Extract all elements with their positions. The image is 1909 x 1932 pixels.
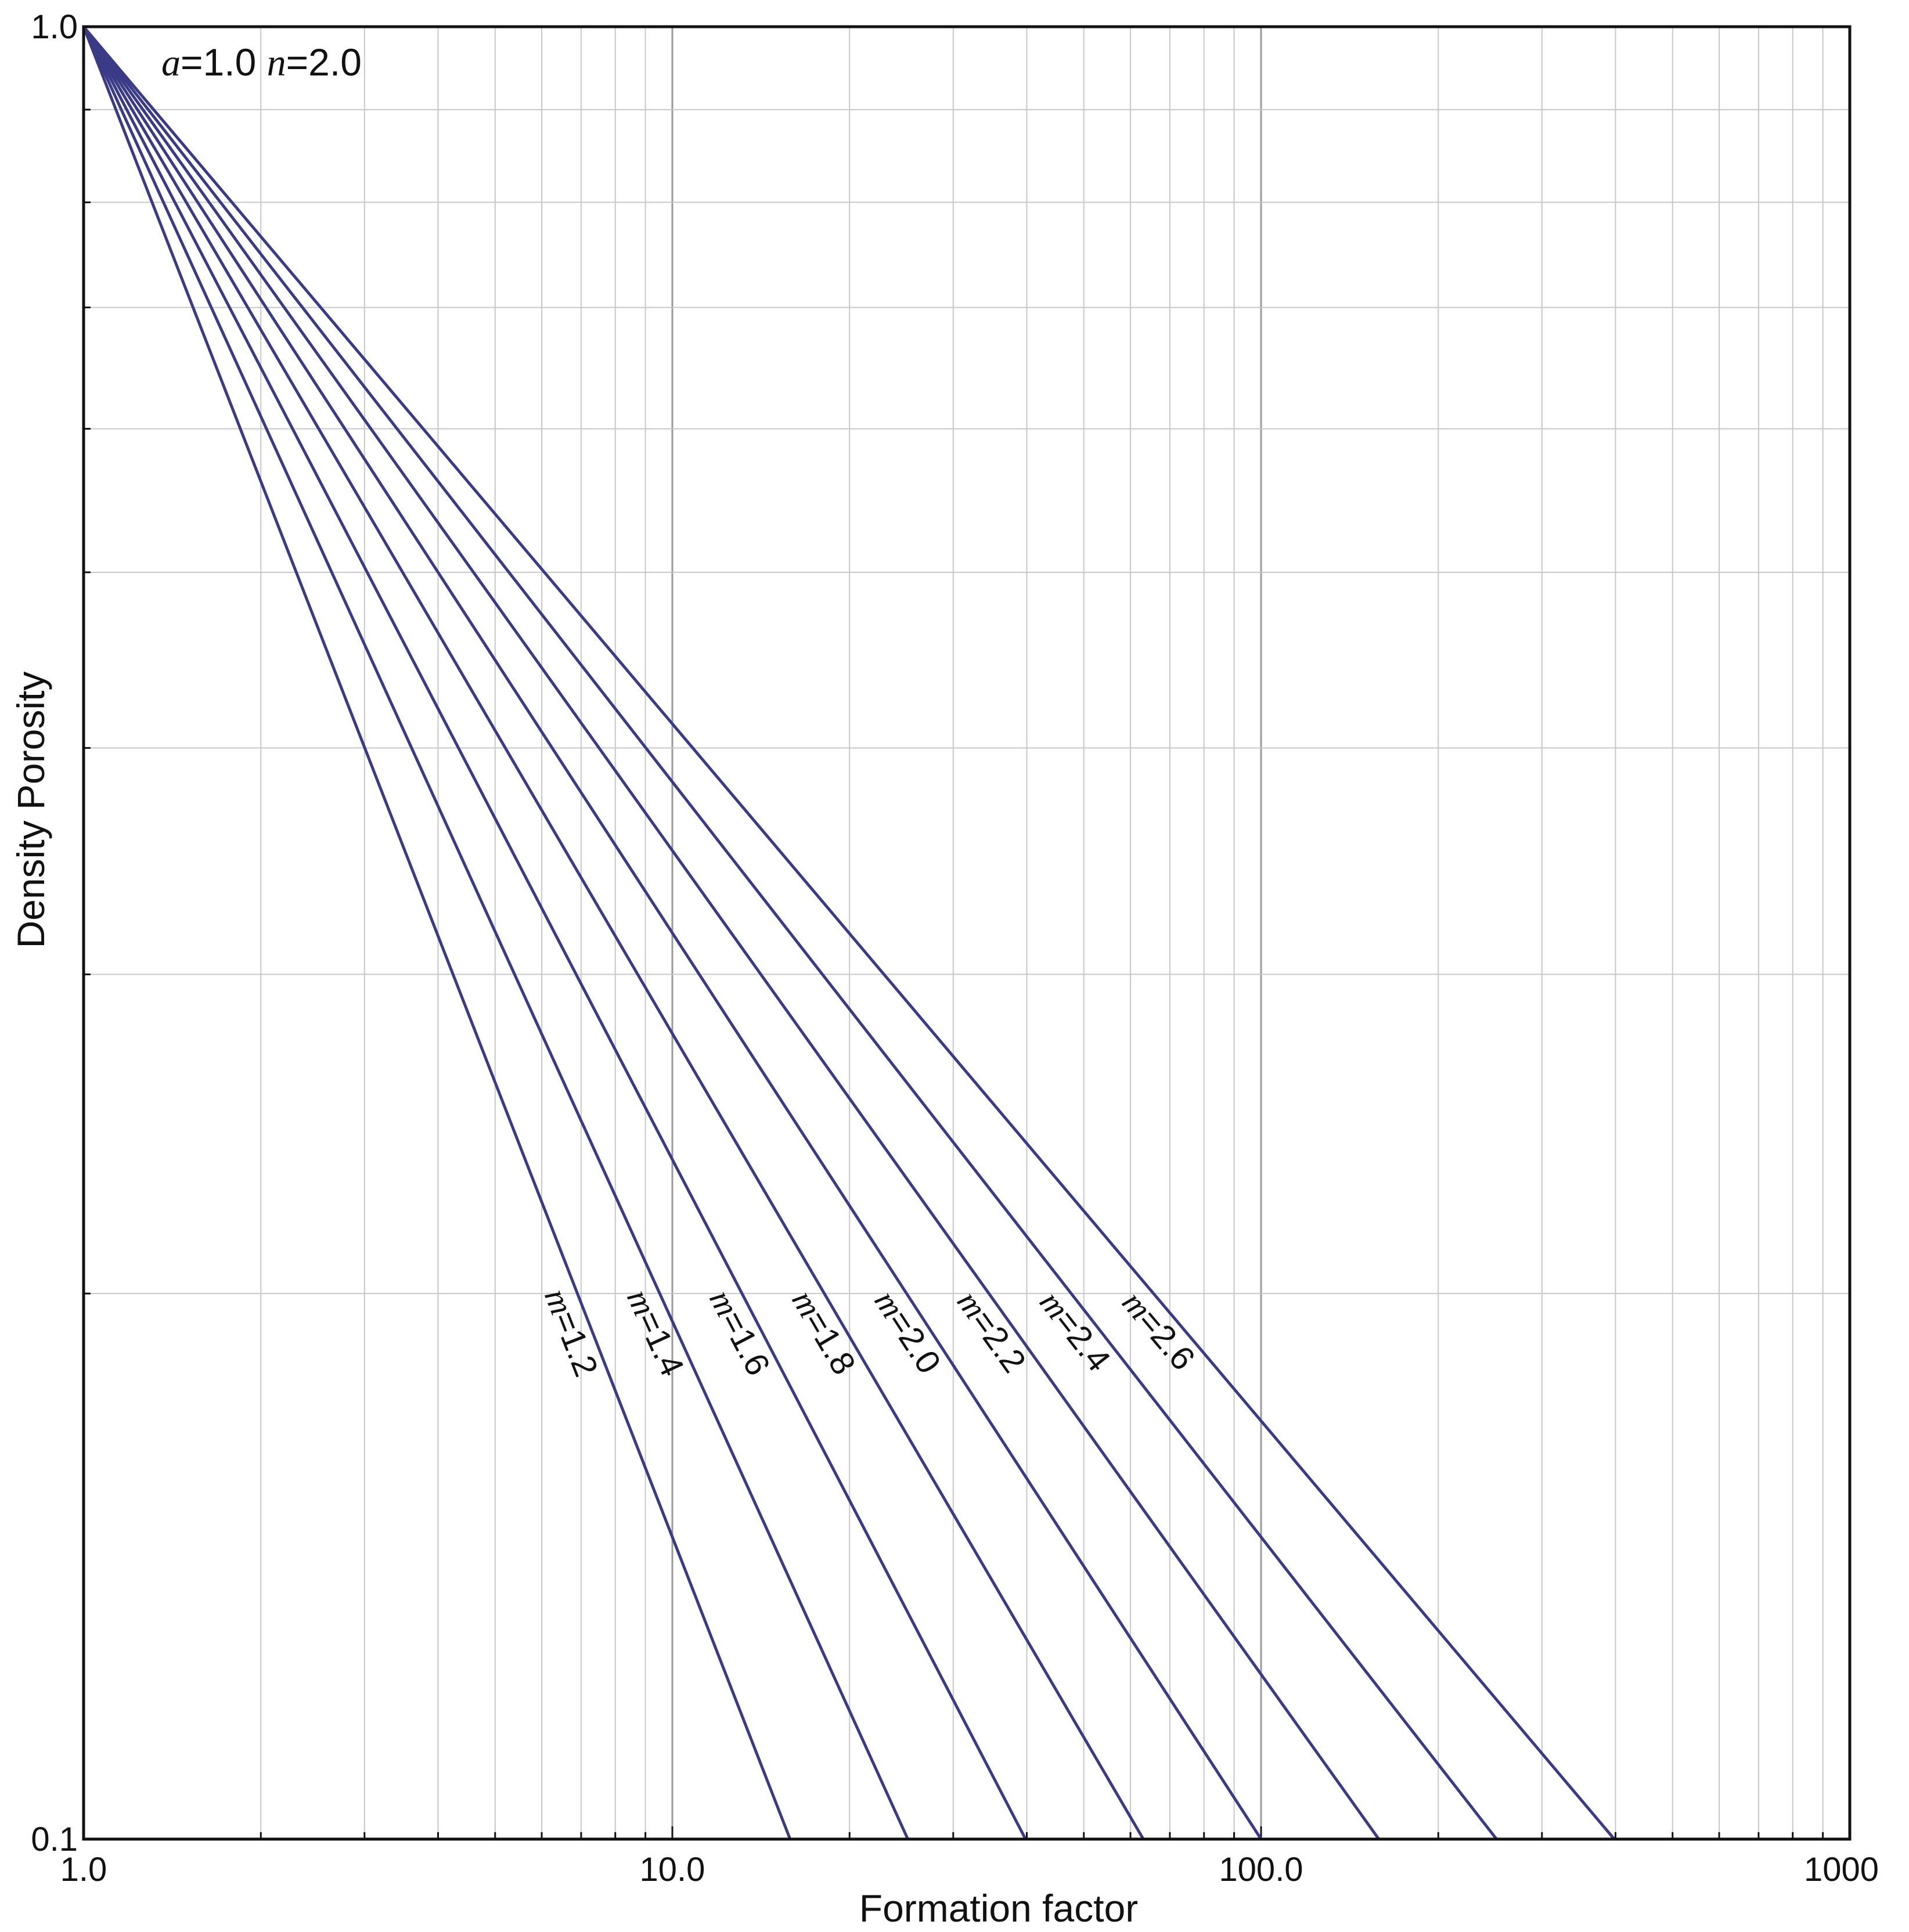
x-axis-label: Formation factor (859, 1887, 1139, 1930)
annotation-n-value: =2.0 (286, 41, 362, 84)
y-tick-label: 1.0 (31, 8, 78, 46)
parameter-annotation: a=1.0 n=2.0 (161, 41, 362, 84)
series-line-m-1-2 (82, 26, 792, 1840)
y-axis-label: Density Porosity (9, 672, 52, 949)
series-line-m-2-6 (82, 26, 1616, 1840)
x-tick-label: 100.0 (1219, 1851, 1303, 1888)
series-lines (82, 26, 1616, 1840)
series-line-m-2-2 (82, 26, 1380, 1840)
plot-frame (82, 25, 1852, 1841)
annotation-a-symbol: a (161, 42, 181, 84)
x-tick-label: 1000 (1804, 1851, 1879, 1888)
x-tick-label: 1.0 (60, 1851, 107, 1888)
series-line-m-2-4 (82, 26, 1498, 1840)
series-line-m-1-8 (82, 26, 1145, 1840)
x-tick-label: 10.0 (640, 1851, 705, 1888)
annotation-a-value: =1.0 (181, 41, 267, 84)
series-line-m-2 (82, 26, 1263, 1840)
series-line-m-1-4 (82, 26, 909, 1840)
series-line-m-1-6 (82, 26, 1027, 1840)
annotation-n-symbol: n (267, 42, 286, 84)
y-tick-label: 0.1 (31, 1821, 78, 1858)
